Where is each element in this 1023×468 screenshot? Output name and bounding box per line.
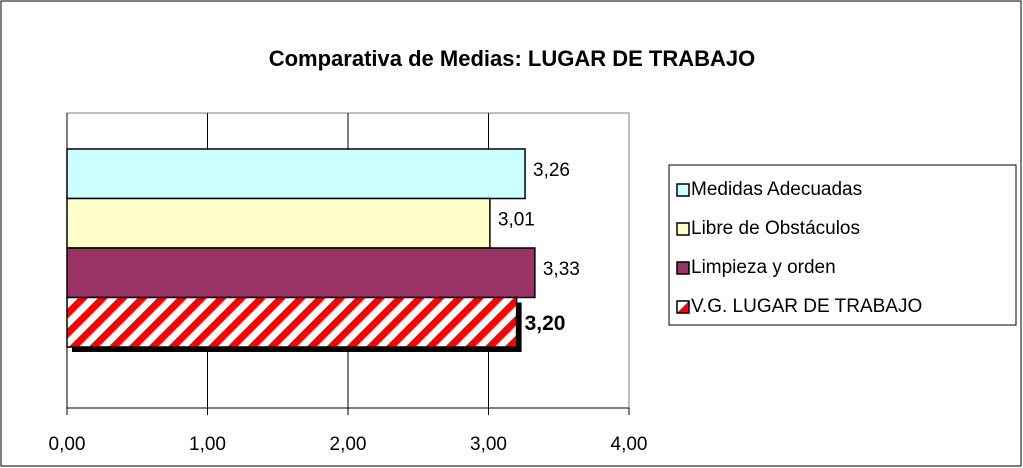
data-label: 3,33 (543, 259, 580, 280)
bar (66, 296, 518, 348)
x-tick-label: 2,00 (330, 434, 367, 455)
legend-label: Libre de Obstáculos (691, 218, 860, 239)
legend-swatch (676, 261, 690, 275)
legend-label: Limpieza y orden (691, 257, 836, 278)
legend-swatch (676, 300, 690, 314)
legend-swatch (676, 183, 690, 197)
data-label: 3,20 (525, 312, 566, 335)
chart-title: Comparativa de Medias: LUGAR DE TRABAJO (269, 46, 756, 71)
legend-label: Medidas Adecuadas (691, 179, 862, 200)
bar (66, 148, 526, 200)
legend (668, 164, 1017, 326)
legend-swatch (676, 222, 690, 236)
x-tick-label: 3,00 (470, 434, 507, 455)
x-tick-label: 0,00 (49, 434, 86, 455)
data-label: 3,01 (498, 209, 535, 230)
legend-label: V.G. LUGAR DE TRABAJO (691, 296, 922, 317)
x-tick-label: 4,00 (611, 434, 648, 455)
data-label: 3,26 (533, 160, 570, 181)
x-tick-label: 1,00 (189, 434, 226, 455)
bar (66, 197, 491, 249)
bar (66, 247, 536, 299)
